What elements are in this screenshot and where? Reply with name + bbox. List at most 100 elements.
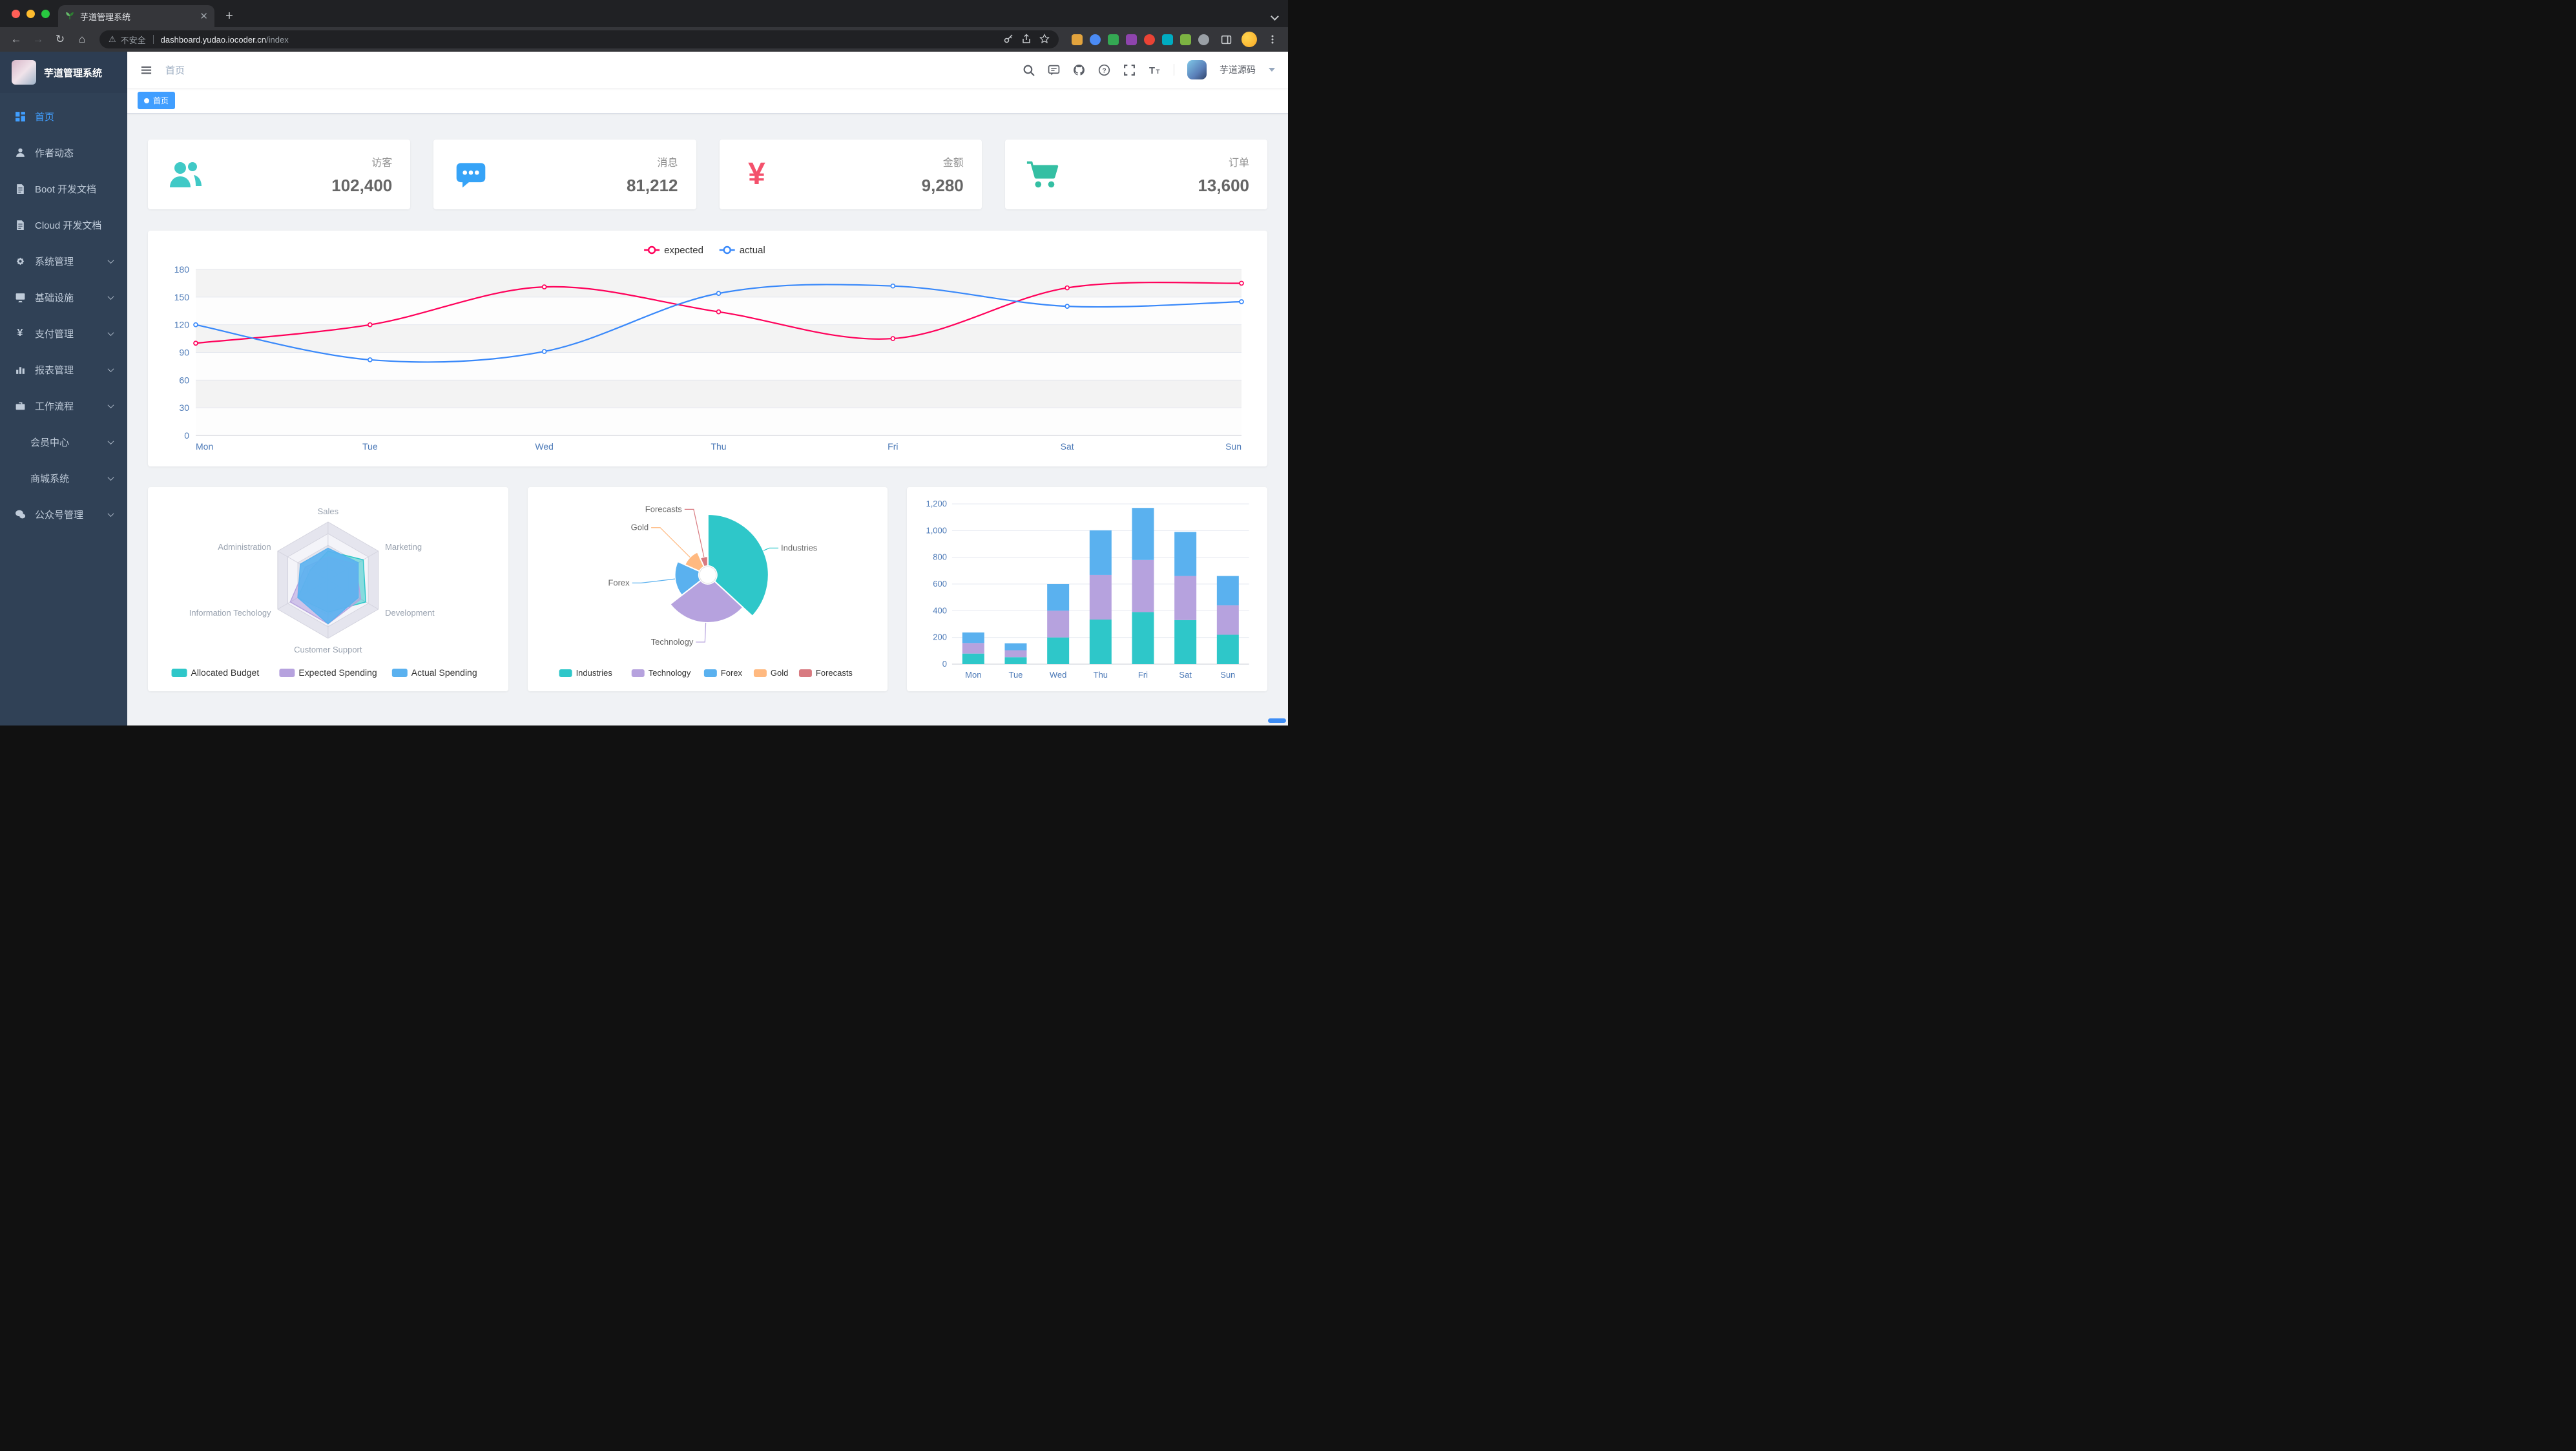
- tag-home[interactable]: 首页: [138, 92, 176, 109]
- bottom-charts-row: Sales Administration Information Techology…: [148, 487, 1268, 691]
- forward-button[interactable]: →: [32, 33, 44, 45]
- extension-icon[interactable]: [1198, 34, 1209, 45]
- help-icon[interactable]: ?: [1098, 64, 1110, 76]
- extension-icon[interactable]: [1108, 34, 1119, 45]
- stat-card-money[interactable]: ¥ 金额 9,280: [719, 140, 982, 209]
- close-button[interactable]: [12, 10, 20, 18]
- sidebar-item[interactable]: Boot 开发文档: [0, 171, 127, 207]
- minimize-button[interactable]: [26, 10, 35, 18]
- svg-text:Marketing: Marketing: [385, 542, 422, 552]
- pie-chart[interactable]: Industries Technology Forex Gold Forecasts In…: [535, 495, 880, 684]
- legend-item[interactable]: Forecasts: [798, 668, 853, 678]
- stat-card-orders[interactable]: 订单 13,600: [1004, 140, 1267, 209]
- address-bar[interactable]: ⚠ 不安全 dashboard.yudao.iocoder.cn/index: [99, 30, 1059, 48]
- radar-chart[interactable]: Sales Administration Information Techology…: [156, 495, 501, 684]
- sidebar-item[interactable]: 会员中心: [0, 424, 127, 460]
- hamburger-icon[interactable]: [140, 64, 152, 76]
- sidebar-item[interactable]: 商城系统: [0, 460, 127, 496]
- fullscreen-icon[interactable]: [1123, 64, 1136, 76]
- sidebar-item[interactable]: ¥ 支付管理: [0, 315, 127, 351]
- gear-icon: [14, 255, 26, 267]
- reload-button[interactable]: ↻: [55, 33, 65, 45]
- search-icon[interactable]: [1023, 64, 1035, 76]
- chevron-down-icon: [107, 401, 114, 408]
- sidebar-item-label: 商城系统: [30, 473, 70, 485]
- sidebar-item[interactable]: 系统管理: [0, 243, 127, 279]
- github-icon[interactable]: [1073, 64, 1085, 76]
- svg-text:Expected Spending: Expected Spending: [298, 667, 377, 678]
- share-icon[interactable]: [1021, 33, 1032, 46]
- stat-card-visitors[interactable]: 访客 102,400: [148, 140, 411, 209]
- home-button[interactable]: ⌂: [78, 33, 86, 45]
- svg-text:Information Techology: Information Techology: [189, 608, 271, 618]
- sidebar-item[interactable]: 基础设施: [0, 279, 127, 315]
- sidebar-item[interactable]: Cloud 开发文档: [0, 207, 127, 243]
- svg-text:30: 30: [179, 402, 189, 413]
- caret-down-icon[interactable]: [1269, 68, 1275, 72]
- extension-icon[interactable]: [1072, 34, 1083, 45]
- back-button[interactable]: ←: [10, 33, 22, 45]
- legend-item[interactable]: Expected Spending: [279, 667, 377, 678]
- new-tab-button[interactable]: +: [225, 8, 233, 23]
- bookmark-star-icon[interactable]: [1039, 33, 1050, 46]
- legend-item[interactable]: Gold: [753, 668, 788, 678]
- tab-close-icon[interactable]: ✕: [200, 11, 208, 22]
- legend-item[interactable]: Actual Spending: [391, 667, 477, 678]
- sidebar-item[interactable]: 工作流程: [0, 388, 127, 424]
- extension-icon[interactable]: [1126, 34, 1137, 45]
- scrollbar-thumb[interactable]: [1268, 718, 1286, 723]
- stat-card-value: 81,212: [626, 175, 678, 195]
- svg-text:400: 400: [933, 605, 948, 615]
- svg-text:60: 60: [179, 375, 189, 385]
- app-title: 芋道管理系统: [44, 67, 103, 79]
- extension-icon[interactable]: [1162, 34, 1173, 45]
- sidebar-item[interactable]: 作者动态: [0, 134, 127, 171]
- extension-icon[interactable]: [1144, 34, 1155, 45]
- svg-text:Industries: Industries: [781, 543, 818, 552]
- sidebar-item-label: 工作流程: [35, 401, 74, 412]
- username[interactable]: 芋道源码: [1220, 65, 1256, 75]
- bar-chart[interactable]: 1,200 1,000 800 600 400 200 0 Mon Tue Wed Thu Fri Sa…: [915, 495, 1260, 684]
- profile-avatar[interactable]: [1241, 32, 1257, 47]
- message-icon[interactable]: [1048, 64, 1060, 76]
- menu-kebab-icon[interactable]: [1263, 30, 1282, 48]
- svg-text:Tue: Tue: [362, 441, 378, 452]
- sidebar-item-label: 支付管理: [35, 328, 74, 340]
- zoom-button[interactable]: [41, 10, 50, 18]
- chevron-down-icon: [107, 437, 114, 444]
- stat-card-messages[interactable]: 消息 81,212: [433, 140, 696, 209]
- legend-item[interactable]: actual: [719, 245, 765, 256]
- browser-tab[interactable]: 芋道管理系统 ✕: [58, 5, 214, 27]
- legend-item[interactable]: Technology: [631, 668, 691, 678]
- browser-toolbar: ← → ↻ ⌂ ⚠ 不安全 dashboard.yudao.iocoder.cn…: [0, 27, 1288, 52]
- tab-list-chevron-icon[interactable]: [1271, 12, 1279, 21]
- sidebar-item[interactable]: 报表管理: [0, 351, 127, 388]
- doc-icon: [14, 183, 26, 194]
- security-warning-icon[interactable]: ⚠: [109, 34, 116, 44]
- svg-text:Customer Support: Customer Support: [294, 645, 362, 654]
- line-chart[interactable]: 180 150 120 90 60 30 0 Mon Tue Wed Thu Fri Sat Sun exp…: [158, 241, 1257, 456]
- svg-text:Forecasts: Forecasts: [816, 668, 853, 678]
- radar-chart-panel: Sales Administration Information Techology…: [148, 487, 508, 691]
- extension-icon[interactable]: [1180, 34, 1191, 45]
- svg-text:120: 120: [174, 320, 190, 330]
- user-avatar[interactable]: [1187, 60, 1207, 79]
- password-key-icon[interactable]: [1003, 34, 1013, 46]
- legend-item[interactable]: Industries: [559, 668, 612, 678]
- svg-text:0: 0: [942, 659, 947, 669]
- extension-icon[interactable]: [1090, 34, 1101, 45]
- app-logo[interactable]: 芋道管理系统: [0, 52, 127, 93]
- side-panel-icon[interactable]: [1217, 30, 1235, 48]
- svg-text:Gold: Gold: [771, 668, 788, 678]
- svg-text:Sun: Sun: [1221, 670, 1236, 680]
- legend-item[interactable]: Forex: [703, 668, 743, 678]
- legend-item[interactable]: Allocated Budget: [171, 667, 260, 678]
- sidebar-item[interactable]: 首页: [0, 98, 127, 134]
- stat-card-label: 订单: [1228, 157, 1249, 169]
- svg-text:Sales: Sales: [318, 506, 339, 516]
- sidebar-item[interactable]: 公众号管理: [0, 496, 127, 532]
- sidebar-item-label: 公众号管理: [35, 509, 84, 521]
- legend-item[interactable]: expected: [644, 245, 703, 256]
